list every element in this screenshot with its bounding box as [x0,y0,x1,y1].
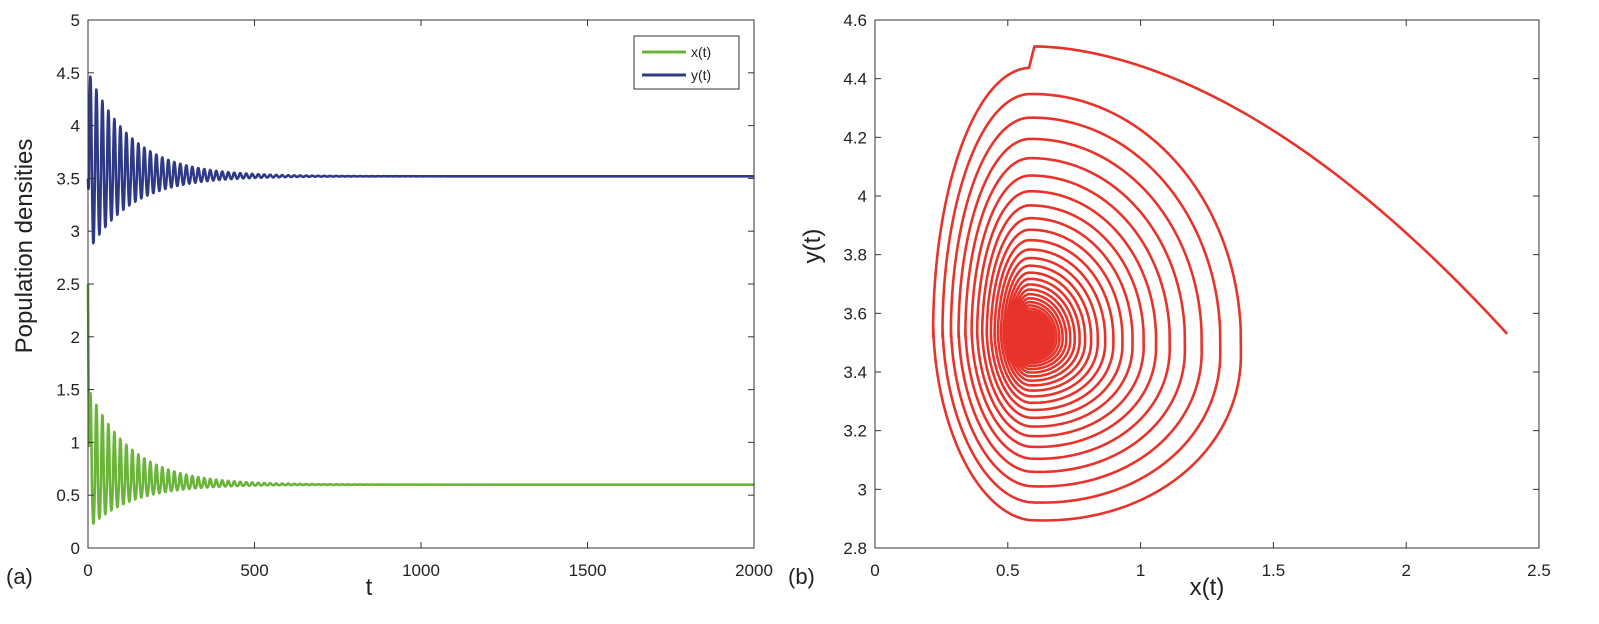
panel-b-ytick-label: 4.6 [843,11,867,30]
panel-b-phase-portrait: 0 0.5 1 1.5 2 2.5 2.8 3 3.2 3.4 3.6 3.8 4 4.2 4.4 4.6 x… [788,11,1551,601]
panel-b-ytick-label: 4.2 [843,128,867,147]
panel-a-plot-frame [87,19,755,549]
panel-b-series-layer [931,45,1509,522]
panel-a-xtick-label: 1500 [569,561,607,580]
panel-a-ytick-label: 1.5 [56,381,80,400]
panel-a-ytick-label: 2.5 [56,275,80,294]
panel-b-ylabel: y(t) [799,229,826,264]
panel-b-xtick-label: 0 [870,561,879,580]
legend-label-x: x(t) [691,44,711,60]
panel-b-ytick-label: 2.8 [843,539,867,558]
panel-b-trajectory [931,45,1509,522]
panel-a-xtick-label: 1000 [402,561,440,580]
panel-b-equilibrium-blob [1015,315,1044,358]
panel-a-legend: x(t) y(t) [633,35,740,90]
panel-b-xtick-label: 0.5 [996,561,1020,580]
panel-b-ytick-label: 3.8 [843,246,867,265]
panel-b-xtick-label: 2 [1401,561,1410,580]
panel-b-ytick-label: 3.4 [843,363,867,382]
panel-b-xlabel: x(t) [1190,574,1225,601]
panel-a-series-layer [86,75,755,525]
panel-a-xtick-label: 2000 [735,561,773,580]
panel-b-label: (b) [788,564,815,589]
panel-a-series-line-y(t) [86,75,755,245]
legend-box [633,35,740,90]
panel-b-ytick-label: 3.2 [843,422,867,441]
panel-b-ytick-label: 3 [858,480,867,499]
panel-a-xtick-label: 500 [240,561,268,580]
panel-a-xtick-label: 0 [83,561,92,580]
panel-a-ytick-label: 0 [71,539,80,558]
panel-b-ytick-label: 4 [858,187,867,206]
panel-b-ytick-label: 4.4 [843,70,867,89]
panel-b-ytick-label: 3.6 [843,304,867,323]
panel-a-ytick-label: 5 [71,11,80,30]
panel-b-xtick-label: 1.5 [1262,561,1286,580]
panel-a-ytick-label: 1 [71,433,80,452]
panel-b-xtick-label: 1 [1136,561,1145,580]
panel-a-ytick-label: 3.5 [56,169,80,188]
panel-b-xtick-label: 2.5 [1527,561,1551,580]
panel-b-plot-frame [874,19,1540,549]
panel-a-label: (a) [6,564,33,589]
panel-a-ytick-label: 2 [71,328,80,347]
panel-a-ylabel: Population densities [11,139,38,354]
panel-a-ticks: 0 500 1000 1500 2000 0 0.5 1 1.5 2 2.5 3 3.5 4 4.5 5 [56,11,773,580]
panel-a-ytick-label: 4.5 [56,64,80,83]
legend-label-y: y(t) [691,67,711,83]
panel-a-ytick-label: 3 [71,222,80,241]
panel-a-series-line-x(t) [86,283,755,525]
panel-a-ytick-label: 0.5 [56,486,80,505]
panel-a-xlabel: t [366,574,373,601]
panel-a-ytick-label: 4 [71,117,80,136]
panel-b-ticks: 0 0.5 1 1.5 2 2.5 2.8 3 3.2 3.4 3.6 3.8 4 4.2 4.4 4.6 [843,11,1550,580]
